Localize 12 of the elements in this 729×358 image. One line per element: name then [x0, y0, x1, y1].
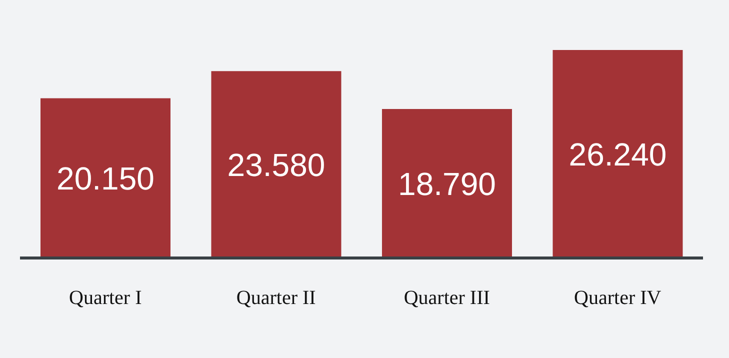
- x-tick-label: Quarter I: [69, 287, 142, 310]
- data-label: 23.580: [227, 146, 326, 183]
- data-label: 20.150: [56, 160, 154, 196]
- x-tick-label: Quarter IV: [574, 287, 662, 310]
- data-label: 18.790: [398, 166, 496, 202]
- x-tick-label: Quarter III: [404, 287, 490, 310]
- x-tick-label: Quarter II: [236, 287, 316, 310]
- bar: [211, 71, 342, 258]
- bar: [40, 98, 170, 258]
- bar: [552, 50, 683, 258]
- data-label: 26.240: [568, 136, 667, 172]
- bar: [382, 109, 512, 258]
